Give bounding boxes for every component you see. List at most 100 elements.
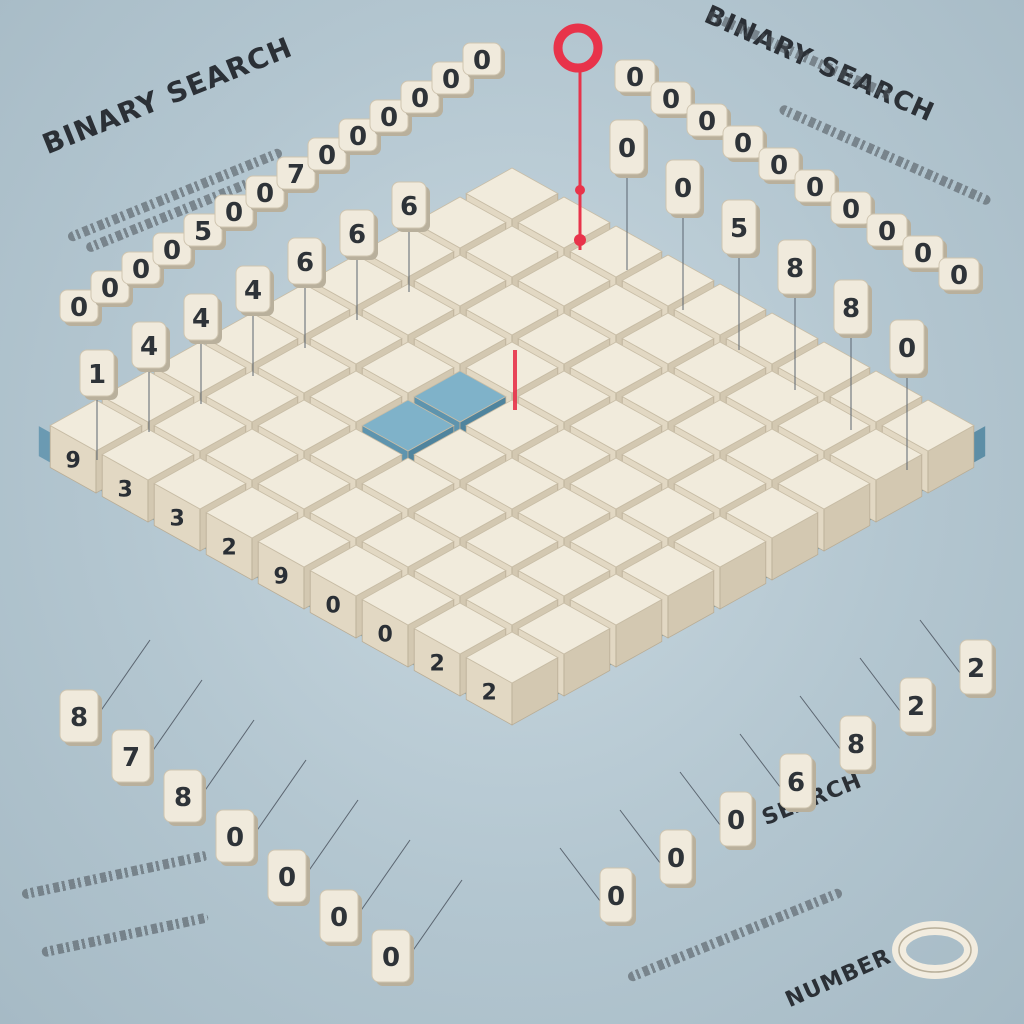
- tile-digit: 0: [698, 107, 716, 137]
- cube-face-top: [413, 544, 507, 597]
- tile-digit: 0: [618, 134, 636, 164]
- bottom-tile: 2: [859, 657, 936, 736]
- cube-face-top: [153, 457, 247, 510]
- cube-face-top: [673, 341, 767, 394]
- tile-digit: 0: [842, 195, 860, 225]
- hanging-tile: 0: [794, 169, 839, 206]
- cube-face-top: [413, 370, 507, 423]
- cube-digit: 0: [377, 622, 392, 647]
- bottom-tile: 0: [319, 839, 411, 946]
- cube-face-top: [257, 515, 351, 568]
- cube-digit: 2: [221, 535, 236, 560]
- cube-face-top: [465, 341, 559, 394]
- cube-face-top: [361, 399, 455, 452]
- bottom-tile: 8: [59, 639, 151, 746]
- cube-face-top: [361, 283, 455, 336]
- tile-digit: 6: [348, 220, 366, 250]
- cube-face-top: [621, 370, 715, 423]
- hanging-tile: 0: [650, 81, 695, 118]
- cube-face-top: [569, 283, 663, 336]
- tile-digit: 0: [278, 863, 296, 893]
- tile-digit: 2: [967, 654, 985, 684]
- cube-face-top: [465, 283, 559, 336]
- cube-face-top: [465, 399, 559, 452]
- bottom-tile: 8: [163, 719, 255, 826]
- tile-digit: 4: [192, 304, 210, 334]
- dangling-tile: 5: [721, 199, 760, 350]
- dangling-tile: 4: [131, 321, 170, 432]
- tile-digit: 0: [380, 103, 398, 133]
- cube-face-top: [517, 312, 611, 365]
- tile-digit: 8: [842, 294, 860, 324]
- tile-digit: 4: [244, 276, 262, 306]
- hanging-tile: 0: [830, 191, 875, 228]
- dangling-tile: 0: [609, 119, 648, 270]
- cube-face-top: [621, 428, 715, 481]
- dangling-tile: 4: [183, 293, 222, 404]
- cube-face-top: [777, 341, 871, 394]
- dangling-tile: 6: [339, 209, 378, 320]
- tile-digit: 0: [382, 943, 400, 973]
- hanging-tile: 0: [121, 251, 164, 288]
- cube-face-top: [725, 312, 819, 365]
- cube-face-top: [413, 428, 507, 481]
- tile-digit: 0: [225, 198, 243, 228]
- tile-digit: 0: [473, 46, 491, 76]
- tile-digit: 0: [163, 236, 181, 266]
- tile-digit: 6: [400, 192, 418, 222]
- cube-face-top: [673, 283, 767, 336]
- cube-face-top: [569, 225, 663, 278]
- cube-face-top: [465, 515, 559, 568]
- hanging-tile: 0: [214, 194, 257, 231]
- tile-digit: 6: [787, 768, 805, 798]
- dangling-tile: 4: [235, 265, 274, 376]
- cube-face-top: [569, 341, 663, 394]
- dangling-tile: 8: [833, 279, 872, 430]
- hanging-tile: 0: [462, 42, 505, 79]
- tile-digit: 8: [786, 254, 804, 284]
- cube-face-top: [881, 399, 975, 452]
- cube-face-top: [621, 254, 715, 307]
- cube-face-top: [725, 486, 819, 539]
- cube-digit: 3: [169, 506, 184, 531]
- cube-digit: 2: [481, 680, 496, 705]
- cube-face-top: [205, 428, 299, 481]
- cube-face-top: [465, 457, 559, 510]
- bottom-tile: 0: [371, 879, 463, 986]
- hanging-tile: 0: [245, 175, 288, 212]
- bottom-tile: 0: [559, 847, 636, 926]
- hanging-tile: 0: [686, 103, 731, 140]
- cube-face-top: [569, 399, 663, 452]
- cube-face-top: [569, 573, 663, 626]
- cube-face-top: [205, 486, 299, 539]
- tile-digit: 0: [734, 129, 752, 159]
- hanging-tile: 0: [866, 213, 911, 250]
- tile-digit: 8: [174, 783, 192, 813]
- cube-face-top: [673, 399, 767, 452]
- cube-face-top: [673, 457, 767, 510]
- cube-face-top: [153, 399, 247, 452]
- cube-face-top: [413, 312, 507, 365]
- hanging-tile: 0: [90, 270, 133, 307]
- cube-face-top: [361, 573, 455, 626]
- tile-digit: 0: [256, 179, 274, 209]
- cube-face-top: [725, 370, 819, 423]
- hanging-tile: 0: [59, 289, 102, 326]
- cube-face-top: [413, 602, 507, 655]
- cube-face-top: [569, 457, 663, 510]
- tile-digit: 0: [898, 334, 916, 364]
- hanging-tile: 0: [938, 257, 983, 294]
- cube-face-top: [309, 428, 403, 481]
- bottom-tile: 0: [619, 809, 696, 888]
- tile-digit: 0: [674, 174, 692, 204]
- cube-face-top: [725, 428, 819, 481]
- tile-digit: 0: [806, 173, 824, 203]
- tile-digit: 5: [194, 217, 212, 247]
- tile-digit: 0: [626, 63, 644, 93]
- hanging-tile: 0: [400, 80, 443, 117]
- bottom-tile: 0: [267, 799, 359, 906]
- tile-digit: 7: [122, 743, 140, 773]
- cube-face-top: [517, 196, 611, 249]
- tile-digit: 0: [442, 65, 460, 95]
